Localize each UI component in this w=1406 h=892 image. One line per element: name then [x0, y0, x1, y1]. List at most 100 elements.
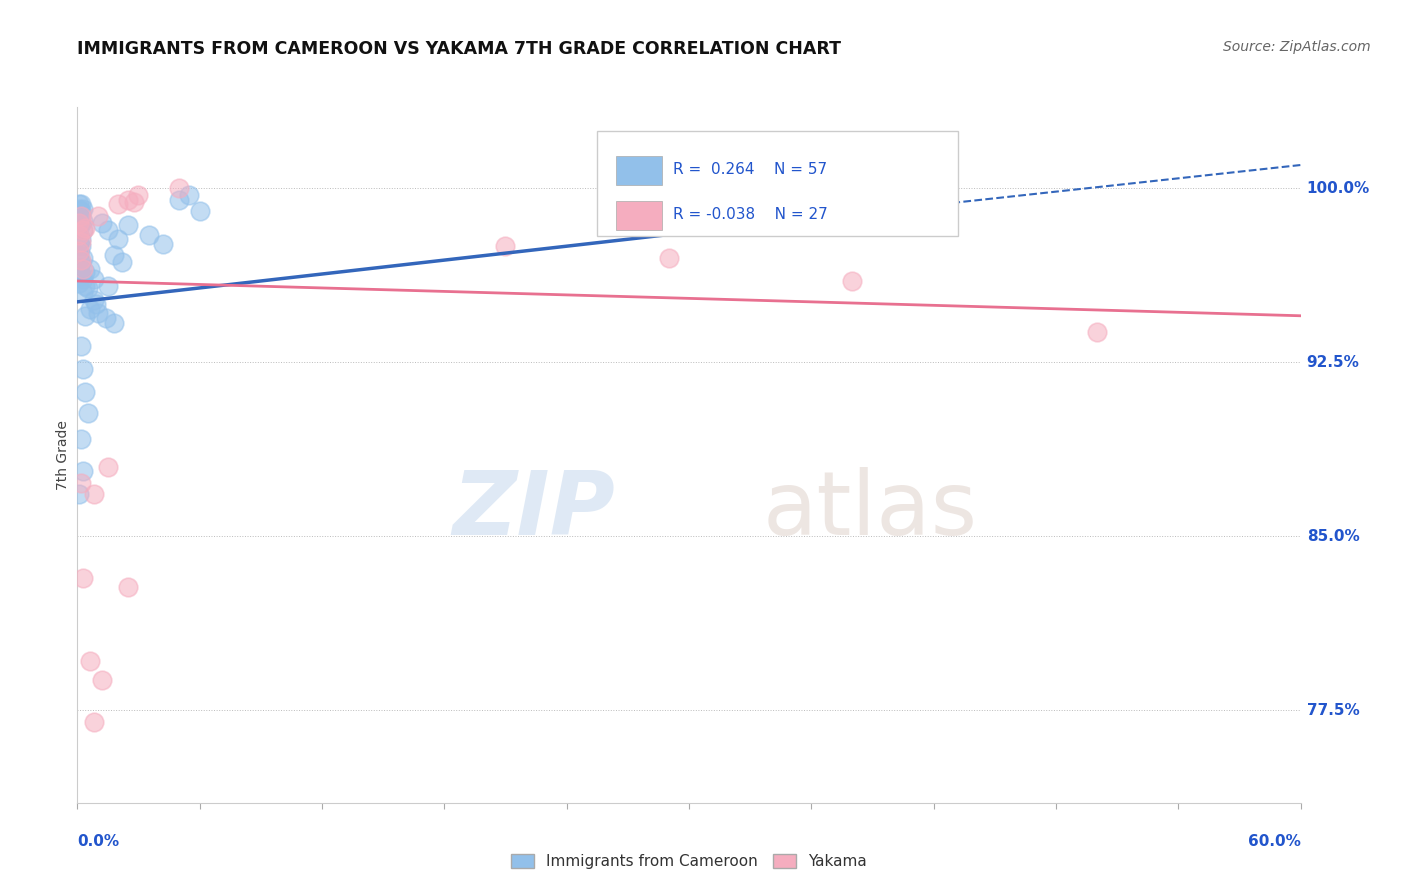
Point: [79, 654, 101, 668]
Point: [83, 271, 105, 285]
FancyBboxPatch shape: [616, 201, 662, 230]
Point: [1085, 325, 1108, 339]
Point: [103, 316, 125, 330]
Point: [76, 281, 98, 295]
Point: [75, 309, 97, 323]
Text: Source: ZipAtlas.com: Source: ZipAtlas.com: [1223, 40, 1371, 54]
Point: [72, 202, 94, 216]
Point: [67, 220, 90, 235]
FancyBboxPatch shape: [616, 156, 662, 185]
FancyBboxPatch shape: [598, 131, 957, 235]
Point: [90, 216, 112, 230]
Point: [124, 195, 146, 210]
Point: [72, 213, 94, 227]
Text: R = -0.038    N = 27: R = -0.038 N = 27: [673, 207, 828, 222]
Point: [72, 223, 94, 237]
Point: [72, 223, 94, 237]
Point: [94, 311, 117, 326]
Point: [72, 464, 94, 478]
Point: [179, 188, 201, 202]
Point: [83, 487, 105, 501]
Point: [70, 475, 93, 490]
Point: [67, 262, 90, 277]
Point: [97, 223, 120, 237]
Point: [67, 209, 90, 223]
Point: [495, 239, 517, 253]
Point: [79, 262, 101, 277]
Text: R =  0.264    N = 57: R = 0.264 N = 57: [673, 162, 827, 178]
Point: [658, 251, 681, 265]
Point: [72, 571, 94, 585]
Text: 60.0%: 60.0%: [1247, 834, 1301, 849]
Point: [87, 306, 110, 320]
Point: [90, 673, 112, 687]
Point: [70, 269, 93, 284]
Text: 85.0%: 85.0%: [1306, 529, 1360, 543]
Point: [97, 459, 120, 474]
Point: [67, 227, 90, 242]
Text: ZIP: ZIP: [453, 467, 616, 554]
Point: [103, 248, 125, 262]
Point: [72, 251, 94, 265]
Point: [67, 209, 90, 223]
Point: [75, 385, 97, 400]
Point: [97, 278, 120, 293]
Point: [67, 244, 90, 258]
Text: 77.5%: 77.5%: [1306, 703, 1360, 717]
Text: 92.5%: 92.5%: [1306, 355, 1360, 369]
Point: [127, 188, 149, 202]
Point: [72, 271, 94, 285]
Point: [117, 193, 139, 207]
Text: 100.0%: 100.0%: [1306, 181, 1369, 195]
Point: [70, 209, 93, 223]
Point: [84, 297, 107, 311]
Point: [111, 255, 134, 269]
Point: [107, 197, 129, 211]
Point: [107, 232, 129, 246]
Point: [67, 248, 90, 262]
Point: [70, 432, 93, 446]
Point: [67, 236, 90, 251]
Point: [841, 274, 863, 288]
Point: [70, 253, 93, 268]
Point: [67, 277, 90, 291]
Point: [83, 293, 105, 307]
Point: [117, 580, 139, 594]
Point: [70, 339, 93, 353]
Point: [188, 204, 211, 219]
Point: [72, 262, 94, 277]
Point: [76, 406, 98, 420]
Point: [70, 232, 93, 246]
Point: [67, 227, 90, 242]
Text: 0.0%: 0.0%: [77, 834, 120, 849]
Point: [75, 220, 97, 235]
Point: [87, 209, 110, 223]
Point: [67, 487, 90, 501]
Point: [75, 265, 97, 279]
Point: [72, 362, 94, 376]
Point: [138, 227, 160, 242]
Point: [169, 181, 191, 195]
Legend: Immigrants from Cameroon, Yakama: Immigrants from Cameroon, Yakama: [505, 848, 873, 875]
Point: [70, 204, 93, 219]
Point: [70, 197, 93, 211]
Text: atlas: atlas: [762, 467, 977, 554]
Point: [117, 219, 139, 233]
Point: [70, 267, 93, 281]
Point: [67, 197, 90, 211]
Point: [72, 285, 94, 300]
Y-axis label: 7th Grade: 7th Grade: [56, 420, 70, 490]
Text: IMMIGRANTS FROM CAMEROON VS YAKAMA 7TH GRADE CORRELATION CHART: IMMIGRANTS FROM CAMEROON VS YAKAMA 7TH G…: [77, 40, 841, 58]
Point: [70, 255, 93, 269]
Point: [70, 235, 93, 249]
Point: [70, 216, 93, 230]
Point: [70, 239, 93, 253]
Point: [169, 193, 191, 207]
Point: [67, 202, 90, 216]
Point: [75, 278, 97, 293]
Point: [67, 244, 90, 258]
Point: [67, 260, 90, 274]
Point: [79, 301, 101, 316]
Point: [67, 216, 90, 230]
Point: [83, 714, 105, 729]
